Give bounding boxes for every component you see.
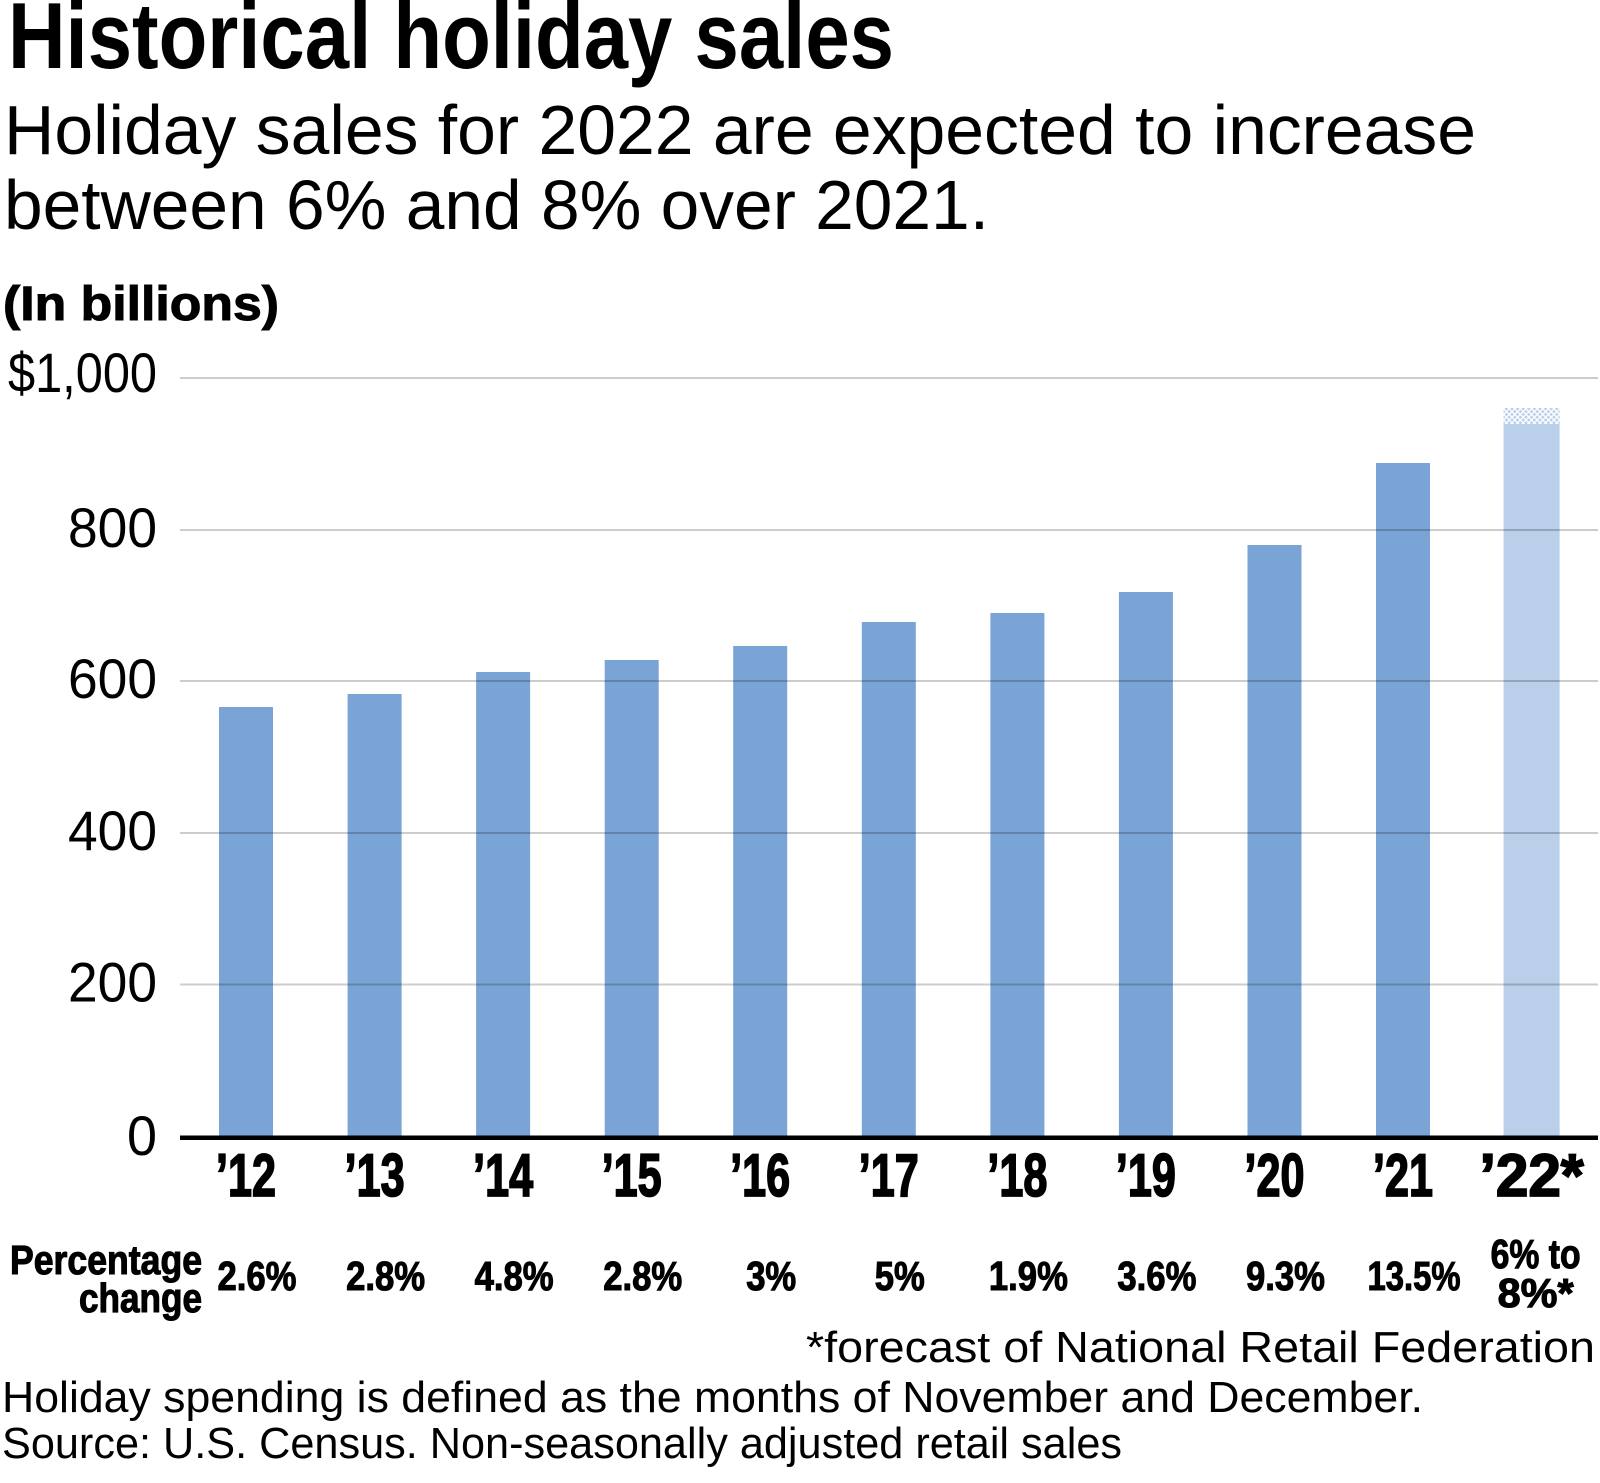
svg-text:200: 200 (68, 951, 157, 1014)
svg-text:1.9%: 1.9% (989, 1253, 1068, 1299)
svg-text:Holiday sales for 2022 are exp: Holiday sales for 2022 are expected to i… (4, 91, 1476, 169)
svg-text:’17: ’17 (859, 1142, 919, 1209)
svg-text:Source: U.S. Census. Non-seaso: Source: U.S. Census. Non-seasonally adju… (2, 1419, 1122, 1468)
svg-text:’13: ’13 (345, 1142, 405, 1209)
svg-text:’19: ’19 (1116, 1142, 1176, 1209)
svg-text:600: 600 (68, 647, 157, 710)
svg-text:0: 0 (127, 1104, 157, 1167)
svg-text:$1,000: $1,000 (8, 341, 157, 404)
svg-text:400: 400 (68, 799, 157, 862)
svg-text:2.8%: 2.8% (346, 1253, 425, 1299)
svg-text:3%: 3% (746, 1253, 796, 1299)
svg-text:8%*: 8%* (1498, 1270, 1574, 1316)
svg-text:*forecast of National Retail F: *forecast of National Retail Federation (806, 1323, 1595, 1372)
svg-text:Historical holiday sales: Historical holiday sales (8, 0, 894, 88)
svg-text:Holiday spending is defined as: Holiday spending is defined as the month… (2, 1373, 1423, 1422)
svg-text:change: change (79, 1275, 202, 1321)
svg-text:’20: ’20 (1245, 1142, 1305, 1209)
svg-text:’22*: ’22* (1480, 1142, 1585, 1209)
svg-text:13.5%: 13.5% (1368, 1253, 1461, 1299)
svg-text:’14: ’14 (473, 1142, 533, 1209)
svg-text:9.3%: 9.3% (1246, 1253, 1325, 1299)
svg-text:’15: ’15 (602, 1142, 662, 1209)
svg-text:800: 800 (68, 496, 157, 559)
svg-text:’16: ’16 (730, 1142, 790, 1209)
svg-text:3.6%: 3.6% (1117, 1253, 1196, 1299)
svg-text:(In billions): (In billions) (3, 278, 279, 331)
svg-text:’21: ’21 (1373, 1142, 1433, 1209)
svg-text:4.8%: 4.8% (475, 1253, 554, 1299)
svg-text:’12: ’12 (216, 1142, 276, 1209)
svg-text:2.6%: 2.6% (218, 1253, 297, 1299)
svg-text:between 6% and 8% over 2021.: between 6% and 8% over 2021. (4, 166, 989, 244)
svg-text:6% to: 6% to (1491, 1231, 1581, 1277)
svg-text:Percentage: Percentage (10, 1237, 202, 1283)
svg-text:2.8%: 2.8% (603, 1253, 682, 1299)
svg-text:’18: ’18 (987, 1142, 1047, 1209)
svg-text:5%: 5% (875, 1253, 925, 1299)
